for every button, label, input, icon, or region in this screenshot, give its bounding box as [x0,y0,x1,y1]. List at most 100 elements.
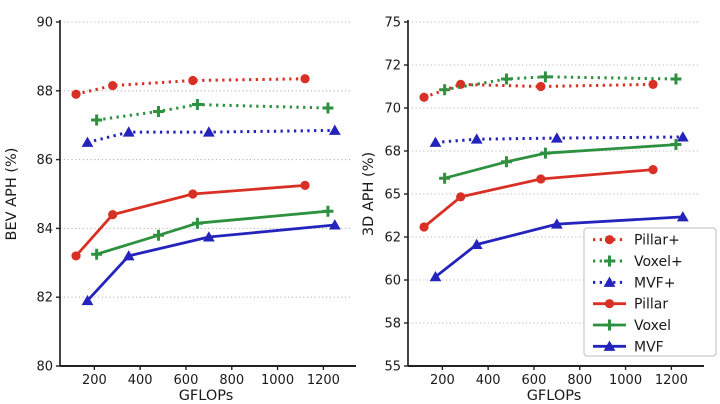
legend-item-label: MVF [634,339,664,355]
series-MVF-marker [81,294,94,306]
y-tick-label: 75 [384,16,401,31]
series-Pillar+-marker [419,92,429,102]
series-MVF+-marker [81,136,94,147]
y-axis-label: BEV APH (%) [4,148,20,241]
y-axis-label: 3D APH (%) [361,152,377,236]
series-MVF+-marker [429,136,442,147]
series-Pillar-marker [300,180,310,190]
x-tick-label: 1200 [655,373,688,388]
series-Voxel-marker [152,229,164,241]
series-MVF-marker [122,250,135,261]
series-MVF+-marker [676,131,689,142]
legend-swatch-circle-icon [604,299,615,309]
series-Pillar+-marker [71,89,81,99]
series-Voxel+-line [96,103,329,122]
series-Voxel-marker [91,248,103,260]
y-tick-label: 72 [384,59,401,74]
series-Pillar-line [423,168,654,229]
y-tick-label: 84 [36,222,53,237]
series-Voxel+-marker [322,102,334,114]
series-Pillar-line [74,184,306,257]
series-Voxel-marker [500,156,512,168]
series-Pillar-marker [648,165,658,175]
x-tick-label: 1200 [307,373,340,388]
y-tick-label: 90 [36,16,53,31]
x-tick-label: 1000 [261,373,294,388]
y-tick-label: 55 [384,360,401,375]
series-MVF-marker [550,218,563,229]
series-Voxel+-marker [539,71,551,83]
series-Pillar+-marker [188,75,198,86]
legend-item-label: Voxel+ [634,254,683,270]
y-tick-label: 65 [384,188,401,203]
series-Voxel-marker [322,205,334,217]
series-Pillar+-marker [648,79,658,89]
legend-item-label: Pillar [634,297,668,313]
series-Pillar+-marker [536,81,546,92]
y-tick-label: 62 [384,231,401,246]
x-tick-label: 400 [476,373,501,388]
series-Pillar-marker [456,192,466,202]
y-tick-label: 58 [384,317,401,332]
series-Voxel+-marker [500,73,512,85]
x-tick-label: 200 [430,373,455,388]
y-tick-label: 68 [384,145,401,160]
legend-item-Pillar: Pillar [593,297,668,313]
x-tick-label: 400 [128,373,153,388]
series-MVF+-marker [122,126,135,137]
y-tick-label: 60 [384,274,401,289]
series-MVF+-marker [202,126,215,137]
legend: Pillar+ Voxel+ MVF+ Pillar Voxel MVF [583,227,717,357]
series-Pillar-marker [536,174,546,184]
x-tick-label: 1000 [609,373,642,388]
legend-swatch-plus-icon [604,319,615,331]
series-MVF-marker [429,270,442,282]
series-MVF+-marker [328,124,341,135]
x-tick-label: 600 [522,373,547,388]
legend-item-label: Voxel [634,318,671,334]
legend-item-label: MVF+ [634,275,675,291]
y-tick-label: 80 [36,360,53,375]
x-axis-label: GFLOPs [527,388,582,404]
x-tick-label: 800 [219,373,244,388]
legend-item-Pillar+: Pillar+ [593,233,680,249]
series-MVF+-marker [550,132,563,143]
legend-swatch-plus-icon [604,255,615,267]
legend-item-MVF+: MVF+ [593,275,675,291]
series-Voxel-line [96,209,329,256]
series-Pillar-marker [419,222,429,232]
3d-aph-chart: 55 58 60 62 65 68 70 72 75 200 400 600 800 1000 1200 GF… [361,16,717,404]
series-Pillar+-marker [456,79,466,89]
series-Voxel+-marker [670,73,682,85]
series-Voxel+-line [444,75,677,92]
y-tick-label: 88 [36,84,53,99]
series-Pillar+-marker [108,81,118,91]
series-Voxel-line [444,143,677,180]
series-Voxel+-marker [91,114,103,126]
series-Voxel-marker [191,217,203,229]
legend-item-MVF: MVF [593,339,664,355]
legend-swatch-triangle-icon [603,340,616,351]
series-Voxel-marker [439,172,451,184]
series-Voxel+-marker [191,99,203,111]
series-Voxel-marker [539,147,551,159]
x-tick-label: 800 [567,373,592,388]
series-MVF-marker [202,231,215,242]
series-MVF-line [86,223,335,302]
y-tick-label: 70 [384,102,401,117]
x-tick-label: 200 [82,373,107,388]
series-MVF+-line [87,128,335,144]
series-Pillar+-marker [300,74,310,84]
legend-item-Voxel: Voxel [593,318,671,334]
series-Pillar-marker [71,251,81,261]
x-tick-label: 600 [174,373,199,388]
legend-swatch-circle-icon [604,235,615,245]
legend-item-Voxel+: Voxel+ [593,254,683,270]
legend-swatch-triangle-icon [603,276,616,287]
series-Pillar+-line [423,82,654,99]
legend-item-label: Pillar+ [634,233,680,249]
series-MVF-line [434,215,683,278]
y-tick-label: 82 [36,291,53,306]
x-axis-label: GFLOPs [179,388,234,404]
